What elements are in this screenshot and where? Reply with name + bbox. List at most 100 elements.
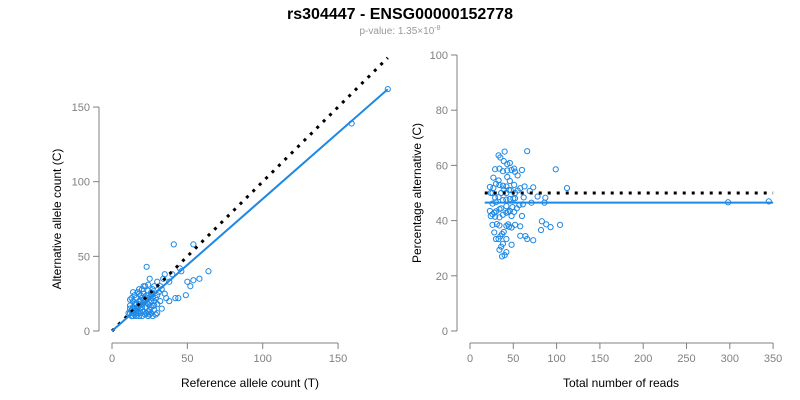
data-point (552, 166, 559, 173)
y-tick-label: 0 (442, 326, 448, 338)
data-point (556, 221, 564, 228)
data-point (511, 181, 518, 188)
data-point (492, 194, 499, 201)
data-point (508, 241, 515, 248)
x-tick-label: 50 (181, 353, 193, 365)
left-ylabel: Alternative allele count (C) (50, 149, 64, 290)
data-point (184, 278, 191, 285)
subtitle-exponent: -8 (434, 25, 440, 32)
data-point (487, 189, 494, 197)
data-point (492, 235, 500, 243)
x-tick-label: 350 (764, 353, 782, 365)
data-point (504, 167, 511, 174)
right-ylabel: Percentage alternative (C) (410, 123, 424, 263)
x-tick-label: 0 (109, 353, 115, 365)
data-point (143, 292, 150, 299)
data-point (505, 186, 513, 194)
data-point (765, 198, 772, 205)
data-point (489, 221, 496, 228)
data-point (190, 241, 197, 248)
data-point (490, 184, 497, 191)
data-point (492, 166, 499, 173)
chart-title: rs304447 - ENSG00000152778 (287, 6, 513, 23)
data-point (146, 311, 153, 318)
data-point (143, 263, 150, 270)
data-point (126, 302, 134, 309)
data-point (146, 306, 153, 314)
data-point (511, 165, 518, 172)
data-point (498, 230, 506, 238)
left-xlabel: Reference allele count (T) (181, 376, 319, 390)
data-point (506, 159, 513, 167)
data-point (542, 194, 549, 201)
data-point (182, 292, 189, 299)
x-tick-label: 300 (721, 353, 739, 365)
expected-line (110, 56, 389, 333)
x-tick-label: 100 (547, 353, 565, 365)
y-tick-label: 150 (72, 102, 90, 114)
data-point (524, 235, 531, 243)
data-point (148, 289, 155, 296)
data-point (161, 290, 168, 297)
data-point (187, 283, 194, 290)
data-point (149, 312, 156, 320)
data-point (505, 223, 513, 230)
data-point (524, 148, 531, 155)
data-point (128, 295, 135, 302)
y-tick-label: 20 (436, 271, 448, 283)
data-point (537, 226, 545, 234)
data-point (497, 154, 504, 161)
fit-line (111, 88, 389, 332)
data-point (151, 302, 158, 309)
data-point (175, 295, 182, 302)
data-point (511, 221, 519, 228)
data-point (148, 309, 155, 317)
chart-subtitle: p-value: 1.35×10-8 (359, 25, 440, 37)
data-point (490, 174, 497, 181)
data-point (503, 203, 510, 210)
data-point (530, 237, 537, 244)
data-point (501, 252, 508, 259)
data-point (152, 295, 159, 302)
data-point (496, 181, 503, 188)
data-point (517, 223, 524, 230)
data-point (534, 193, 541, 200)
data-point (496, 165, 503, 172)
data-point (166, 278, 173, 285)
x-tick-label: 0 (467, 353, 473, 365)
x-tick-label: 100 (254, 353, 272, 365)
data-point (496, 214, 503, 221)
data-point (126, 305, 134, 312)
data-point (172, 295, 179, 302)
data-point (384, 86, 391, 93)
data-point (154, 301, 161, 308)
data-point (518, 212, 526, 220)
data-point (543, 221, 550, 228)
data-point (514, 172, 521, 179)
data-point (139, 312, 146, 320)
data-point (563, 184, 571, 192)
data-point (136, 286, 143, 293)
y-tick-label: 0 (84, 326, 90, 338)
data-point (506, 177, 513, 185)
x-tick-label: 150 (329, 353, 347, 365)
data-point (126, 296, 134, 303)
data-point (495, 235, 502, 243)
data-point (496, 246, 503, 253)
y-tick-label: 80 (436, 105, 448, 117)
data-point (505, 208, 512, 215)
data-point (137, 298, 144, 305)
data-point (146, 299, 153, 306)
data-point (518, 166, 526, 174)
data-point (509, 203, 516, 211)
data-point (142, 311, 149, 318)
data-point (530, 184, 537, 191)
left-plot: 0 50 100 150 0 50 100 150 (72, 56, 391, 365)
y-tick-label: 60 (436, 160, 448, 172)
data-point (498, 205, 505, 212)
data-point (517, 232, 524, 239)
x-tick-label: 150 (591, 353, 609, 365)
data-point (506, 195, 513, 203)
data-point (160, 275, 167, 282)
data-point (205, 268, 212, 275)
